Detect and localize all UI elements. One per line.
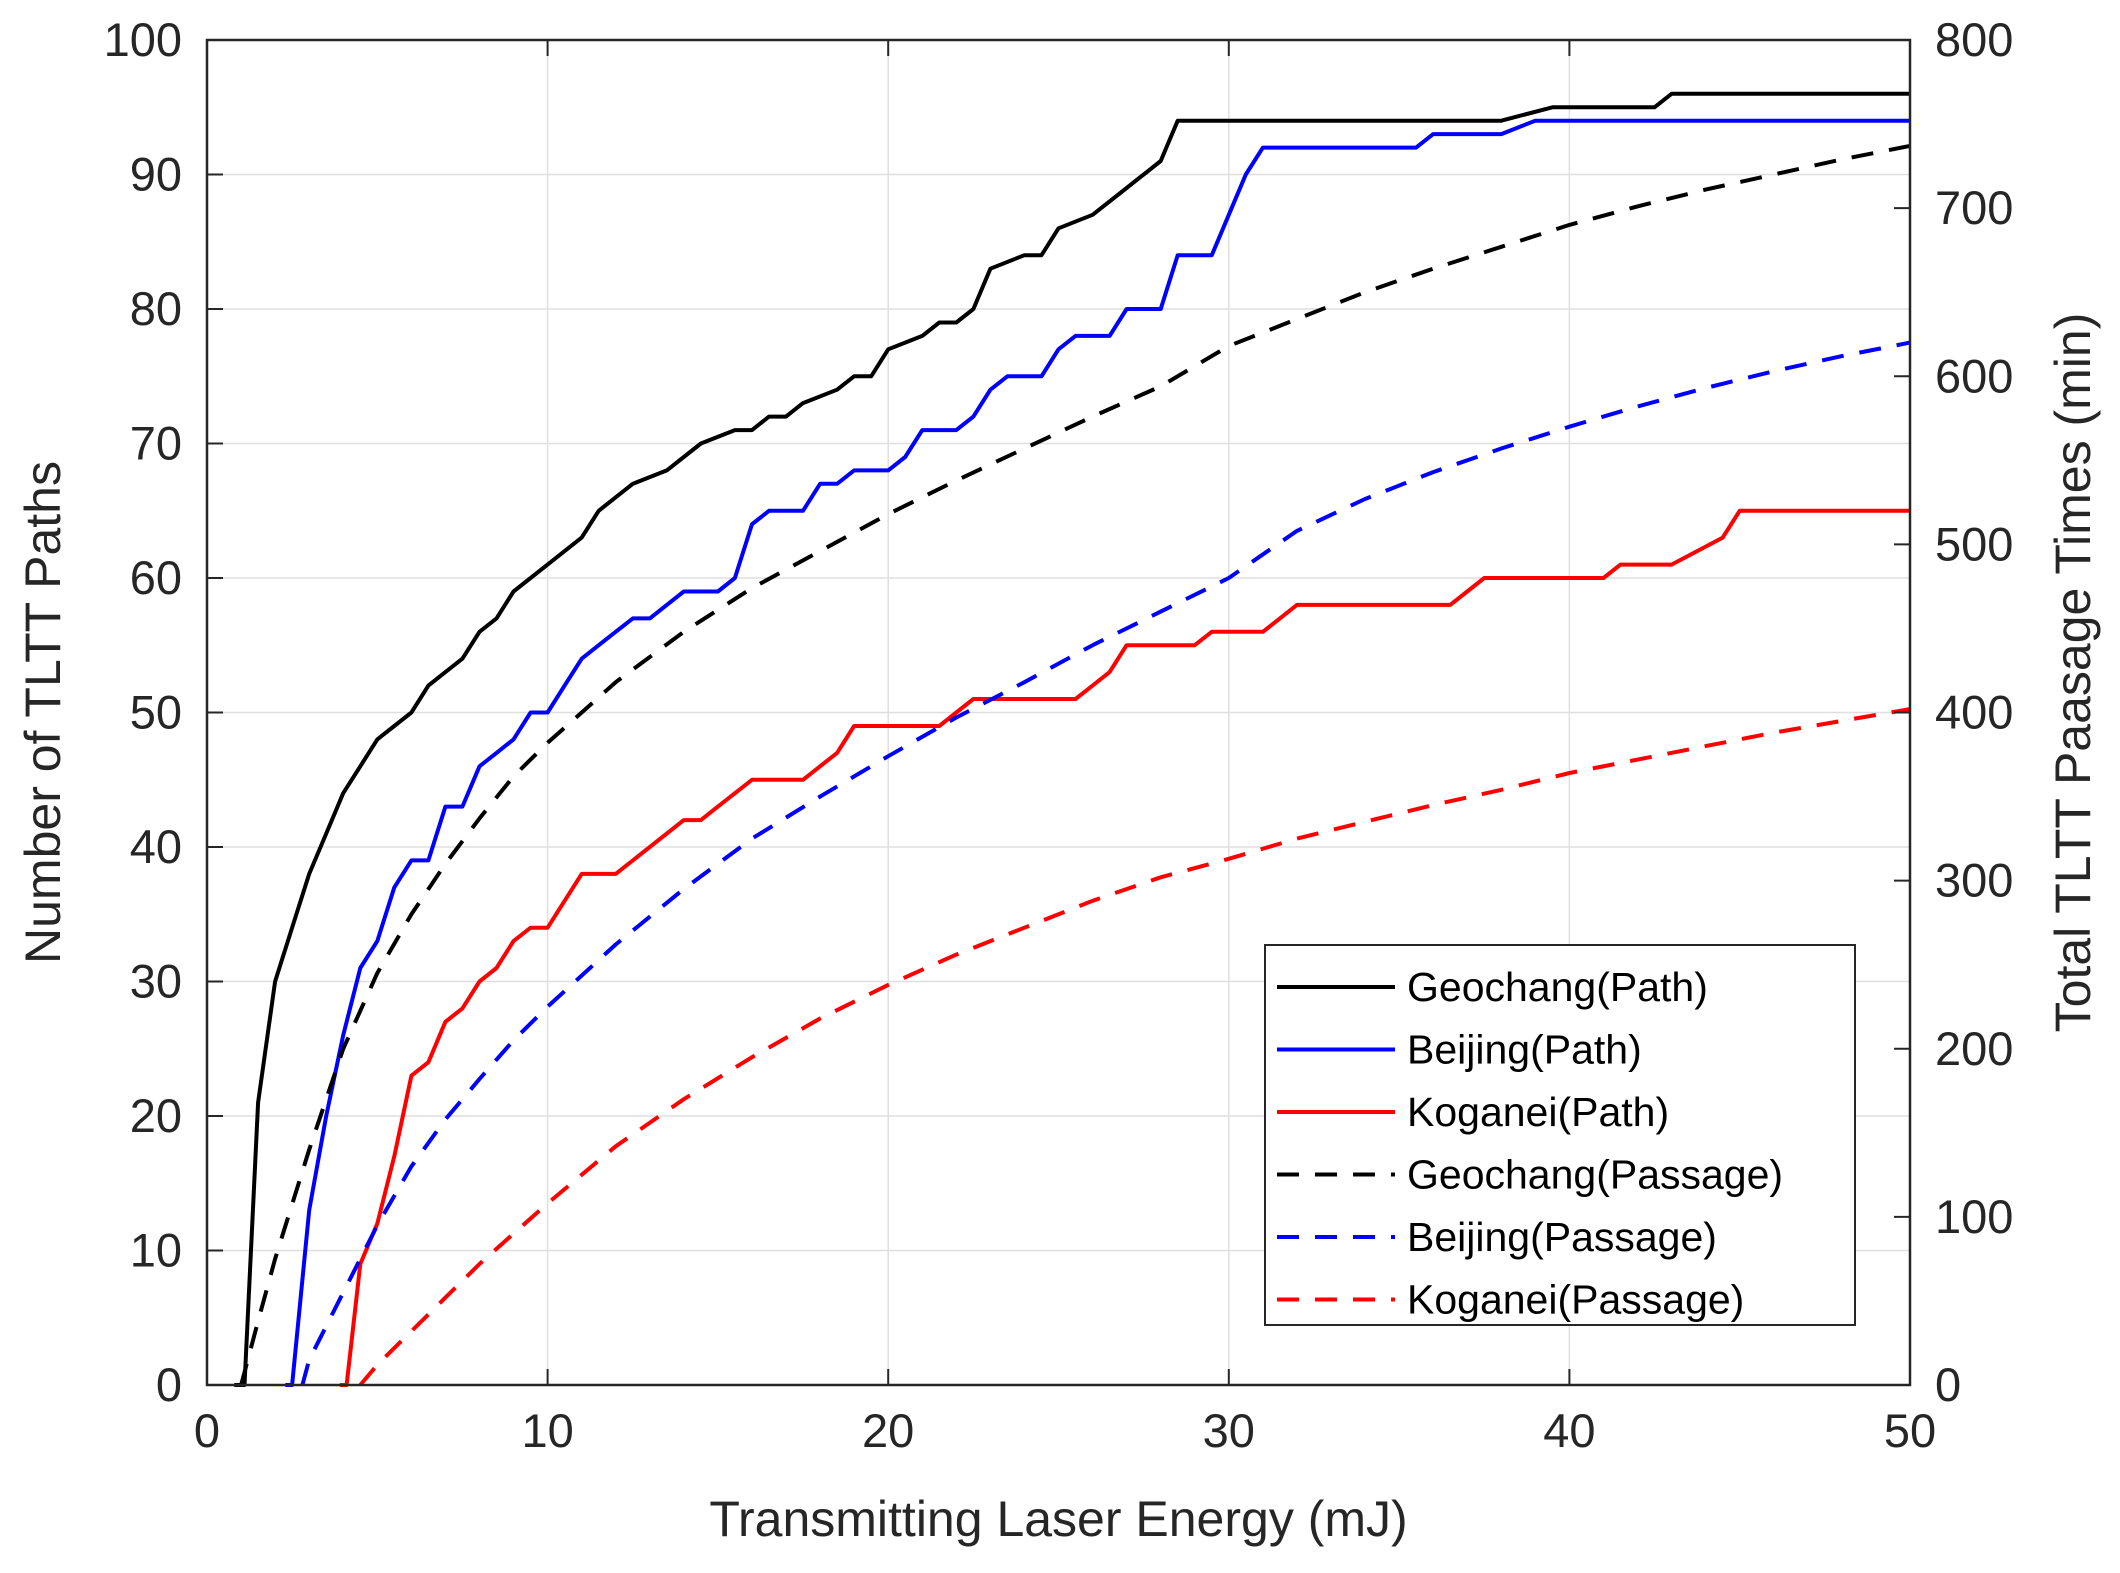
series-lines [234, 91, 1911, 1387]
legend-entry: Beijing(Path) [1277, 1027, 1642, 1073]
right-y-tick-label: 300 [1935, 854, 2013, 907]
left-y-tick-label: 80 [130, 282, 182, 335]
right-y-tick-label: 0 [1935, 1358, 1961, 1411]
left-y-tick-label: 90 [130, 148, 182, 201]
right-y-axis-label: Total TLTT Paasage Times (min) [2045, 313, 2101, 1033]
left-y-tick-label: 30 [130, 955, 182, 1008]
x-tick-label: 50 [1884, 1404, 1936, 1457]
x-axis-label: Transmitting Laser Energy (mJ) [709, 1491, 1407, 1547]
legend: Geochang(Path) Beijing(Path) Koganei(Path)… [1264, 944, 1856, 1326]
x-tick-label: 30 [1203, 1404, 1255, 1457]
series-line-beijing-path [285, 118, 1910, 1387]
right-y-tick-label: 100 [1935, 1190, 2013, 1243]
legend-entries: Geochang(Path) Beijing(Path) Koganei(Path)… [1277, 964, 1783, 1323]
legend-label: Koganei(Path) [1407, 1089, 1669, 1135]
legend-box [1264, 944, 1856, 1326]
right-y-tick-label: 700 [1935, 181, 2013, 234]
series-line-koganei-passage [358, 707, 1911, 1387]
legend-label: Beijing(Passage) [1407, 1214, 1717, 1260]
series-line-geochang-passage [239, 143, 1911, 1386]
axis-ticks [206, 39, 1911, 1386]
legend-label: Beijing(Path) [1407, 1027, 1642, 1073]
right-y-tick-label: 500 [1935, 517, 2013, 570]
legend-entry: Koganei(Passage) [1277, 1277, 1744, 1323]
left-y-tick-label: 50 [130, 686, 182, 739]
series-line-beijing-passage [300, 340, 1911, 1386]
left-y-tick-label: 10 [130, 1224, 182, 1277]
x-tick-label: 0 [194, 1404, 220, 1457]
left-y-tick-label: 70 [130, 417, 182, 470]
legend-entry: Beijing(Passage) [1277, 1214, 1717, 1260]
right-y-tick-label: 600 [1935, 349, 2013, 402]
left-y-tick-label: 20 [130, 1089, 182, 1142]
right-y-tick-label: 800 [1935, 13, 2013, 66]
right-y-tick-label: 200 [1935, 1022, 2013, 1075]
left-y-tick-label: 100 [104, 13, 182, 66]
legend-label: Koganei(Passage) [1407, 1277, 1744, 1323]
left-y-axis-label: Number of TLTT Paths [15, 461, 71, 964]
x-tick-label: 20 [862, 1404, 914, 1457]
legend-entry: Koganei(Path) [1277, 1089, 1669, 1135]
left-y-tick-label: 60 [130, 551, 182, 604]
legend-entry: Geochang(Passage) [1277, 1152, 1783, 1198]
legend-label: Geochang(Path) [1407, 964, 1708, 1010]
left-y-tick-label: 40 [130, 820, 182, 873]
series-line-koganei-path [339, 508, 1910, 1387]
legend-label: Geochang(Passage) [1407, 1152, 1783, 1198]
series-line-geochang-path [234, 91, 1910, 1387]
left-y-tick-label: 0 [156, 1358, 182, 1411]
axis-tick-labels: 0 10 20 30 40 5001020304050607080901000100200… [104, 13, 2014, 1457]
right-y-tick-label: 400 [1935, 686, 2013, 739]
x-tick-label: 10 [521, 1404, 573, 1457]
x-tick-label: 40 [1543, 1404, 1595, 1457]
legend-entry: Geochang(Path) [1277, 964, 1708, 1010]
